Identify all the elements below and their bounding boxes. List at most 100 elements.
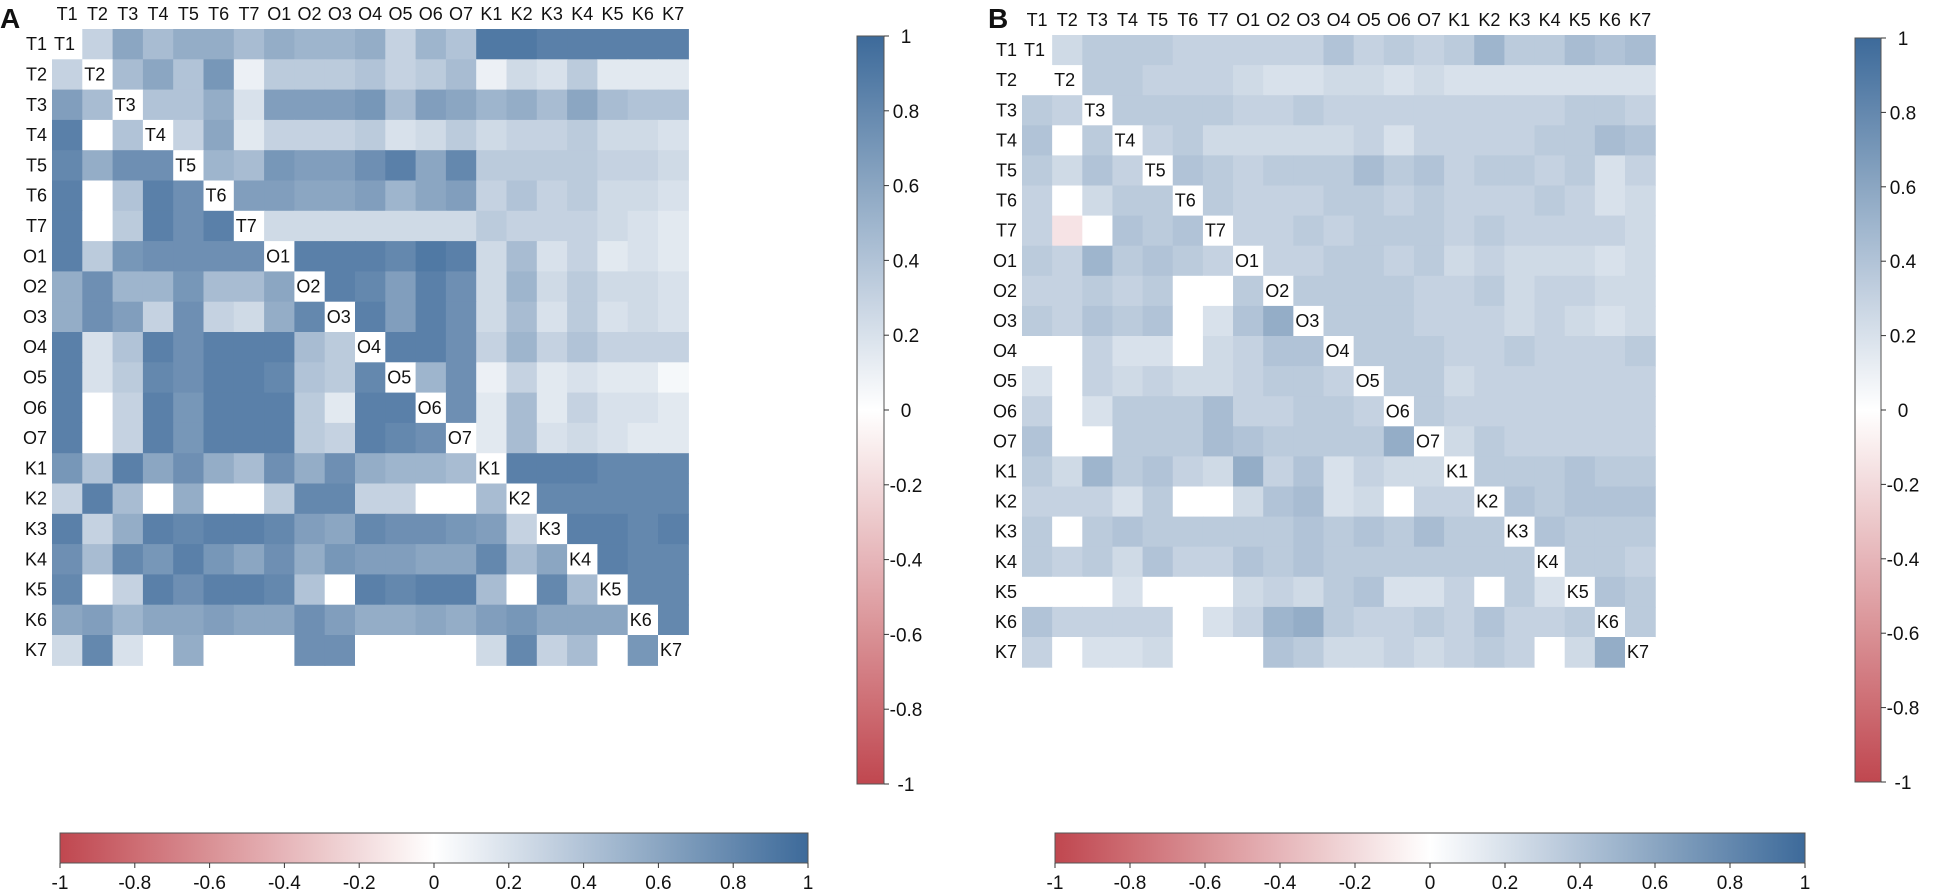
- panel-b-cell: [1112, 516, 1144, 548]
- panel-b-cell: [1293, 396, 1325, 427]
- panel-a-cell: [355, 635, 386, 666]
- panel-a-cell: [324, 210, 356, 242]
- panel-b-cell: [1383, 185, 1415, 217]
- panel-a-cell: [355, 604, 386, 636]
- panel-a-cell: [264, 422, 295, 454]
- panel-b-cell: [1413, 637, 1445, 668]
- panel-b-cell: [1082, 275, 1114, 307]
- panel-b-cell: [1383, 245, 1415, 277]
- panel-b-horizontal-tick-0: 0: [1425, 873, 1436, 894]
- panel-a-cell: [142, 210, 174, 242]
- panel-b-diagonal-labels: T1 T2 T3 T4 T5 T6 T7 O1 O2 O3 O4 O5 O6 O7 K1 K2 K3 K4 K5 K6…: [1024, 40, 1649, 662]
- panel-b-cell: [1594, 486, 1626, 518]
- panel-a-cell: [294, 59, 326, 91]
- panel-a-cell: [112, 332, 144, 363]
- panel-a-cell: [173, 422, 205, 454]
- panel-a-cell: [415, 513, 447, 545]
- panel-b-cell: [1534, 155, 1566, 187]
- panel-b-cell: [1444, 125, 1475, 156]
- panel-b-cell: [1564, 215, 1596, 247]
- panel-b-cell: [1112, 426, 1144, 457]
- panel-a-col-label-k2: K2: [511, 4, 533, 24]
- panel-b-cell: [1504, 456, 1536, 488]
- panel-b-cell: [1263, 456, 1294, 488]
- panel-a-cell: [658, 392, 689, 424]
- panel-b-cell: [1444, 155, 1475, 187]
- panel-b-cell: [1293, 125, 1325, 156]
- panel-b-cell: [1202, 516, 1234, 548]
- panel-b-cell: [1353, 215, 1385, 247]
- panel-a-cell: [355, 59, 386, 91]
- panel-a-horizontal-tick-0p8: 0.8: [720, 873, 746, 894]
- panel-a-cell: [355, 422, 386, 454]
- panel-a-cell: [445, 301, 477, 333]
- panel-a-vertical-tick-m0p2: -0.2: [890, 476, 923, 497]
- panel-b-row-label-t4: T4: [996, 130, 1017, 150]
- panel-b-cell: [1202, 275, 1234, 307]
- panel-b-cell: [1353, 426, 1385, 457]
- panel-a-cell: [324, 89, 356, 121]
- panel-b-cell: [1022, 426, 1053, 457]
- panel-a-cell: [112, 180, 144, 212]
- panel-a-cell: [294, 119, 326, 151]
- panel-b-diagonal-label-t7: T7: [1205, 221, 1226, 241]
- panel-a-cell: [445, 483, 477, 515]
- panel-a-cell: [203, 453, 235, 485]
- panel-a-row-label-o2: O2: [23, 277, 47, 297]
- panel-a-cell: [445, 180, 477, 212]
- panel-b-horizontal-tick-0p4: 0.4: [1567, 873, 1594, 894]
- panel-b-cell: [1112, 366, 1144, 397]
- panel-b-cell: [1112, 185, 1144, 217]
- panel-b-diagonal-label-t1: T1: [1024, 40, 1045, 60]
- panel-a-cell: [142, 89, 174, 121]
- panel-a-horizontal-tick-m0p6: -0.6: [193, 873, 226, 894]
- panel-a-cell: [203, 574, 235, 606]
- panel-a-col-label-t7: T7: [238, 4, 259, 24]
- panel-b-diagonal-cell: [1383, 396, 1415, 427]
- panel-a-column-labels: T1 T2 T3 T4 T5 T6 T7 O1 O2 O3 O4 O5 O6 O7 K1 K2 K3 K4 K5 K6…: [57, 4, 685, 24]
- panel-a-cell: [355, 392, 386, 424]
- panel-b-cell: [1444, 95, 1475, 126]
- panel-b-diagonal-cell: [1353, 366, 1385, 397]
- panel-b-diagonal-label-k6: K6: [1597, 612, 1619, 632]
- panel-a-cell: [203, 241, 235, 272]
- panel-a-cell: [52, 301, 83, 333]
- panel-b-cell: [1082, 336, 1114, 367]
- panel-b-cell: [1444, 516, 1475, 548]
- panel-b-cell: [1082, 305, 1114, 337]
- panel-b-cell: [1625, 606, 1656, 638]
- panel-a-cell: [355, 180, 386, 212]
- panel-b-cell: [1263, 65, 1294, 96]
- panel-a-horizontal-tick-m0p8: -0.8: [118, 873, 151, 894]
- panel-a-cell: [264, 29, 295, 60]
- panel-a-diagonal-cell: [627, 604, 659, 636]
- panel-a-cell: [203, 332, 235, 363]
- panel-b-cell: [1353, 125, 1385, 156]
- panel-b-cell: [1022, 65, 1053, 96]
- panel-b-cell: [1504, 35, 1536, 66]
- panel-b-cell: [1353, 155, 1385, 187]
- panel-a-cell: [233, 574, 265, 606]
- panel-b-cell: [1323, 185, 1355, 217]
- panel-b-cell: [1534, 275, 1566, 307]
- panel-b-cell: [1413, 95, 1445, 126]
- panel-a-cell: [506, 453, 538, 485]
- panel-b-diagonal-label-k4: K4: [1537, 552, 1559, 572]
- panel-a-cell: [142, 59, 174, 91]
- panel-a-col-label-k6: K6: [632, 4, 654, 24]
- panel-b-cell: [1594, 65, 1626, 96]
- panel-a-cell: [52, 453, 83, 485]
- panel-a-cell: [264, 392, 295, 424]
- panel-b-col-label-t1: T1: [1027, 10, 1048, 30]
- panel-a-cell: [142, 392, 174, 424]
- panel-a-cell: [233, 59, 265, 91]
- panel-b-diagonal-cell: [1082, 95, 1114, 126]
- panel-a-cell: [536, 180, 568, 212]
- panel-b-cell: [1202, 576, 1234, 608]
- panel-b-col-label-k2: K2: [1478, 10, 1500, 30]
- panel-b-cell: [1022, 275, 1053, 307]
- panel-b-cell: [1082, 396, 1114, 427]
- panel-a-diagonal-label-o6: O6: [418, 398, 442, 418]
- panel-a-cell: [385, 59, 417, 91]
- panel-b-cell: [1444, 606, 1475, 638]
